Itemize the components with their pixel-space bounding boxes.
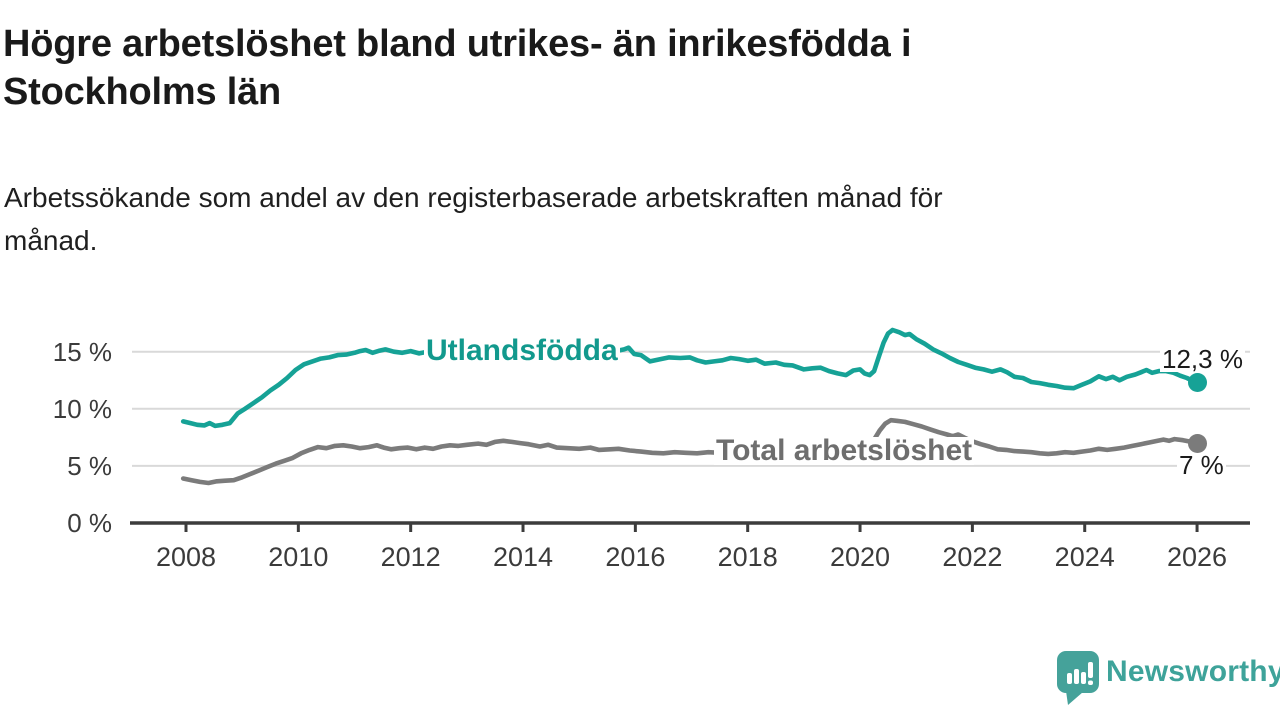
x-tick-label: 2026 <box>1167 542 1228 572</box>
newsworthy-logo: Newsworthy <box>1056 650 1280 710</box>
y-tick-label: 10 % <box>52 393 112 424</box>
x-tick-label: 2008 <box>155 542 217 572</box>
newsworthy-chart-bubble-icon <box>1057 651 1099 705</box>
chart-title: Högre arbetslöshet bland utrikes- än inr… <box>3 20 1263 116</box>
series-end-dot-total <box>1187 433 1207 453</box>
y-tick-label: 0 % <box>67 508 112 538</box>
x-tick-label: 2024 <box>1054 542 1115 572</box>
newsworthy-logo-text: Newsworthy <box>1106 655 1280 688</box>
chart-title-line-2: Stockholms län <box>3 71 282 113</box>
x-tick-label: 2022 <box>942 542 1003 572</box>
series-end-dot-utlandsfodda <box>1187 373 1207 393</box>
series-label-utlandsfodda: Utlandsfödda <box>424 334 620 367</box>
x-tick-label: 2020 <box>829 542 891 572</box>
end-value-label-utlandsfodda: 12,3 % <box>1160 344 1245 374</box>
end-value-label-total: 7 % <box>1177 450 1226 480</box>
chart-subtitle-line-1: Arbetssökande som andel av den registerb… <box>4 182 943 213</box>
x-tick-label: 2012 <box>380 542 441 572</box>
y-tick-label: 15 % <box>52 336 112 367</box>
y-tick-label: 5 % <box>67 450 112 481</box>
x-tick-label: 2018 <box>717 542 778 572</box>
x-tick-label: 2010 <box>268 542 329 572</box>
series-label-total-arbetsloshet: Total arbetslöshet <box>714 434 975 467</box>
chart-subtitle: Arbetssökande som andel av den registerb… <box>4 176 1264 262</box>
x-tick-label: 2016 <box>605 542 666 572</box>
chart-subtitle-line-2: månad. <box>4 225 98 256</box>
x-tick-label: 2014 <box>492 542 554 572</box>
chart-title-line-1: Högre arbetslöshet bland utrikes- än inr… <box>3 23 912 65</box>
